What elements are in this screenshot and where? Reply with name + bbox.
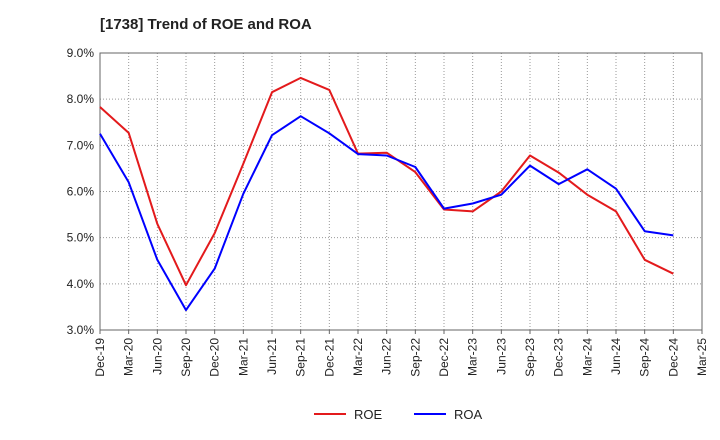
series-line-roa — [99, 115, 674, 312]
x-tick-label: Sep-20 — [179, 338, 193, 377]
series-line-roe — [99, 76, 674, 287]
y-tick-label: 4.0% — [67, 277, 95, 291]
x-tick-label: Jun-20 — [150, 338, 164, 375]
y-tick-label: 9.0% — [67, 46, 95, 60]
x-tick-label: Dec-23 — [552, 338, 566, 377]
x-tick-label: Dec-22 — [437, 338, 451, 377]
x-tick-label: Mar-25 — [695, 338, 709, 376]
x-tick-label: Mar-22 — [351, 338, 365, 376]
x-tick-label: Dec-19 — [93, 338, 107, 377]
x-tick-label: Sep-22 — [408, 338, 422, 377]
x-tick-label: Sep-24 — [638, 338, 652, 377]
x-tick-label: Mar-20 — [122, 338, 136, 376]
x-tick-label: Dec-21 — [322, 338, 336, 377]
x-tick-label: Jun-22 — [380, 338, 394, 375]
y-tick-label: 8.0% — [67, 92, 95, 106]
x-tick-label: Jun-23 — [494, 338, 508, 375]
plot-border — [99, 52, 703, 331]
legend-label-roa: ROA — [454, 407, 483, 422]
x-tick-label: Dec-24 — [666, 338, 680, 377]
x-tick-label: Jun-24 — [609, 338, 623, 375]
legend-label-roe: ROE — [354, 407, 383, 422]
x-tick-label: Sep-21 — [294, 338, 308, 377]
y-tick-label: 3.0% — [67, 323, 95, 337]
chart-title: [1738] Trend of ROE and ROA — [100, 16, 312, 33]
x-tick-label: Mar-23 — [466, 338, 480, 376]
x-tick-label: Jun-21 — [265, 338, 279, 375]
x-tick-label: Mar-21 — [236, 338, 250, 376]
y-tick-label: 7.0% — [67, 138, 95, 152]
y-tick-label: 6.0% — [67, 185, 95, 199]
x-tick-label: Mar-24 — [580, 338, 594, 376]
x-tick-label: Dec-20 — [208, 338, 222, 377]
y-tick-label: 5.0% — [67, 231, 95, 245]
x-tick-label: Sep-23 — [523, 338, 537, 377]
